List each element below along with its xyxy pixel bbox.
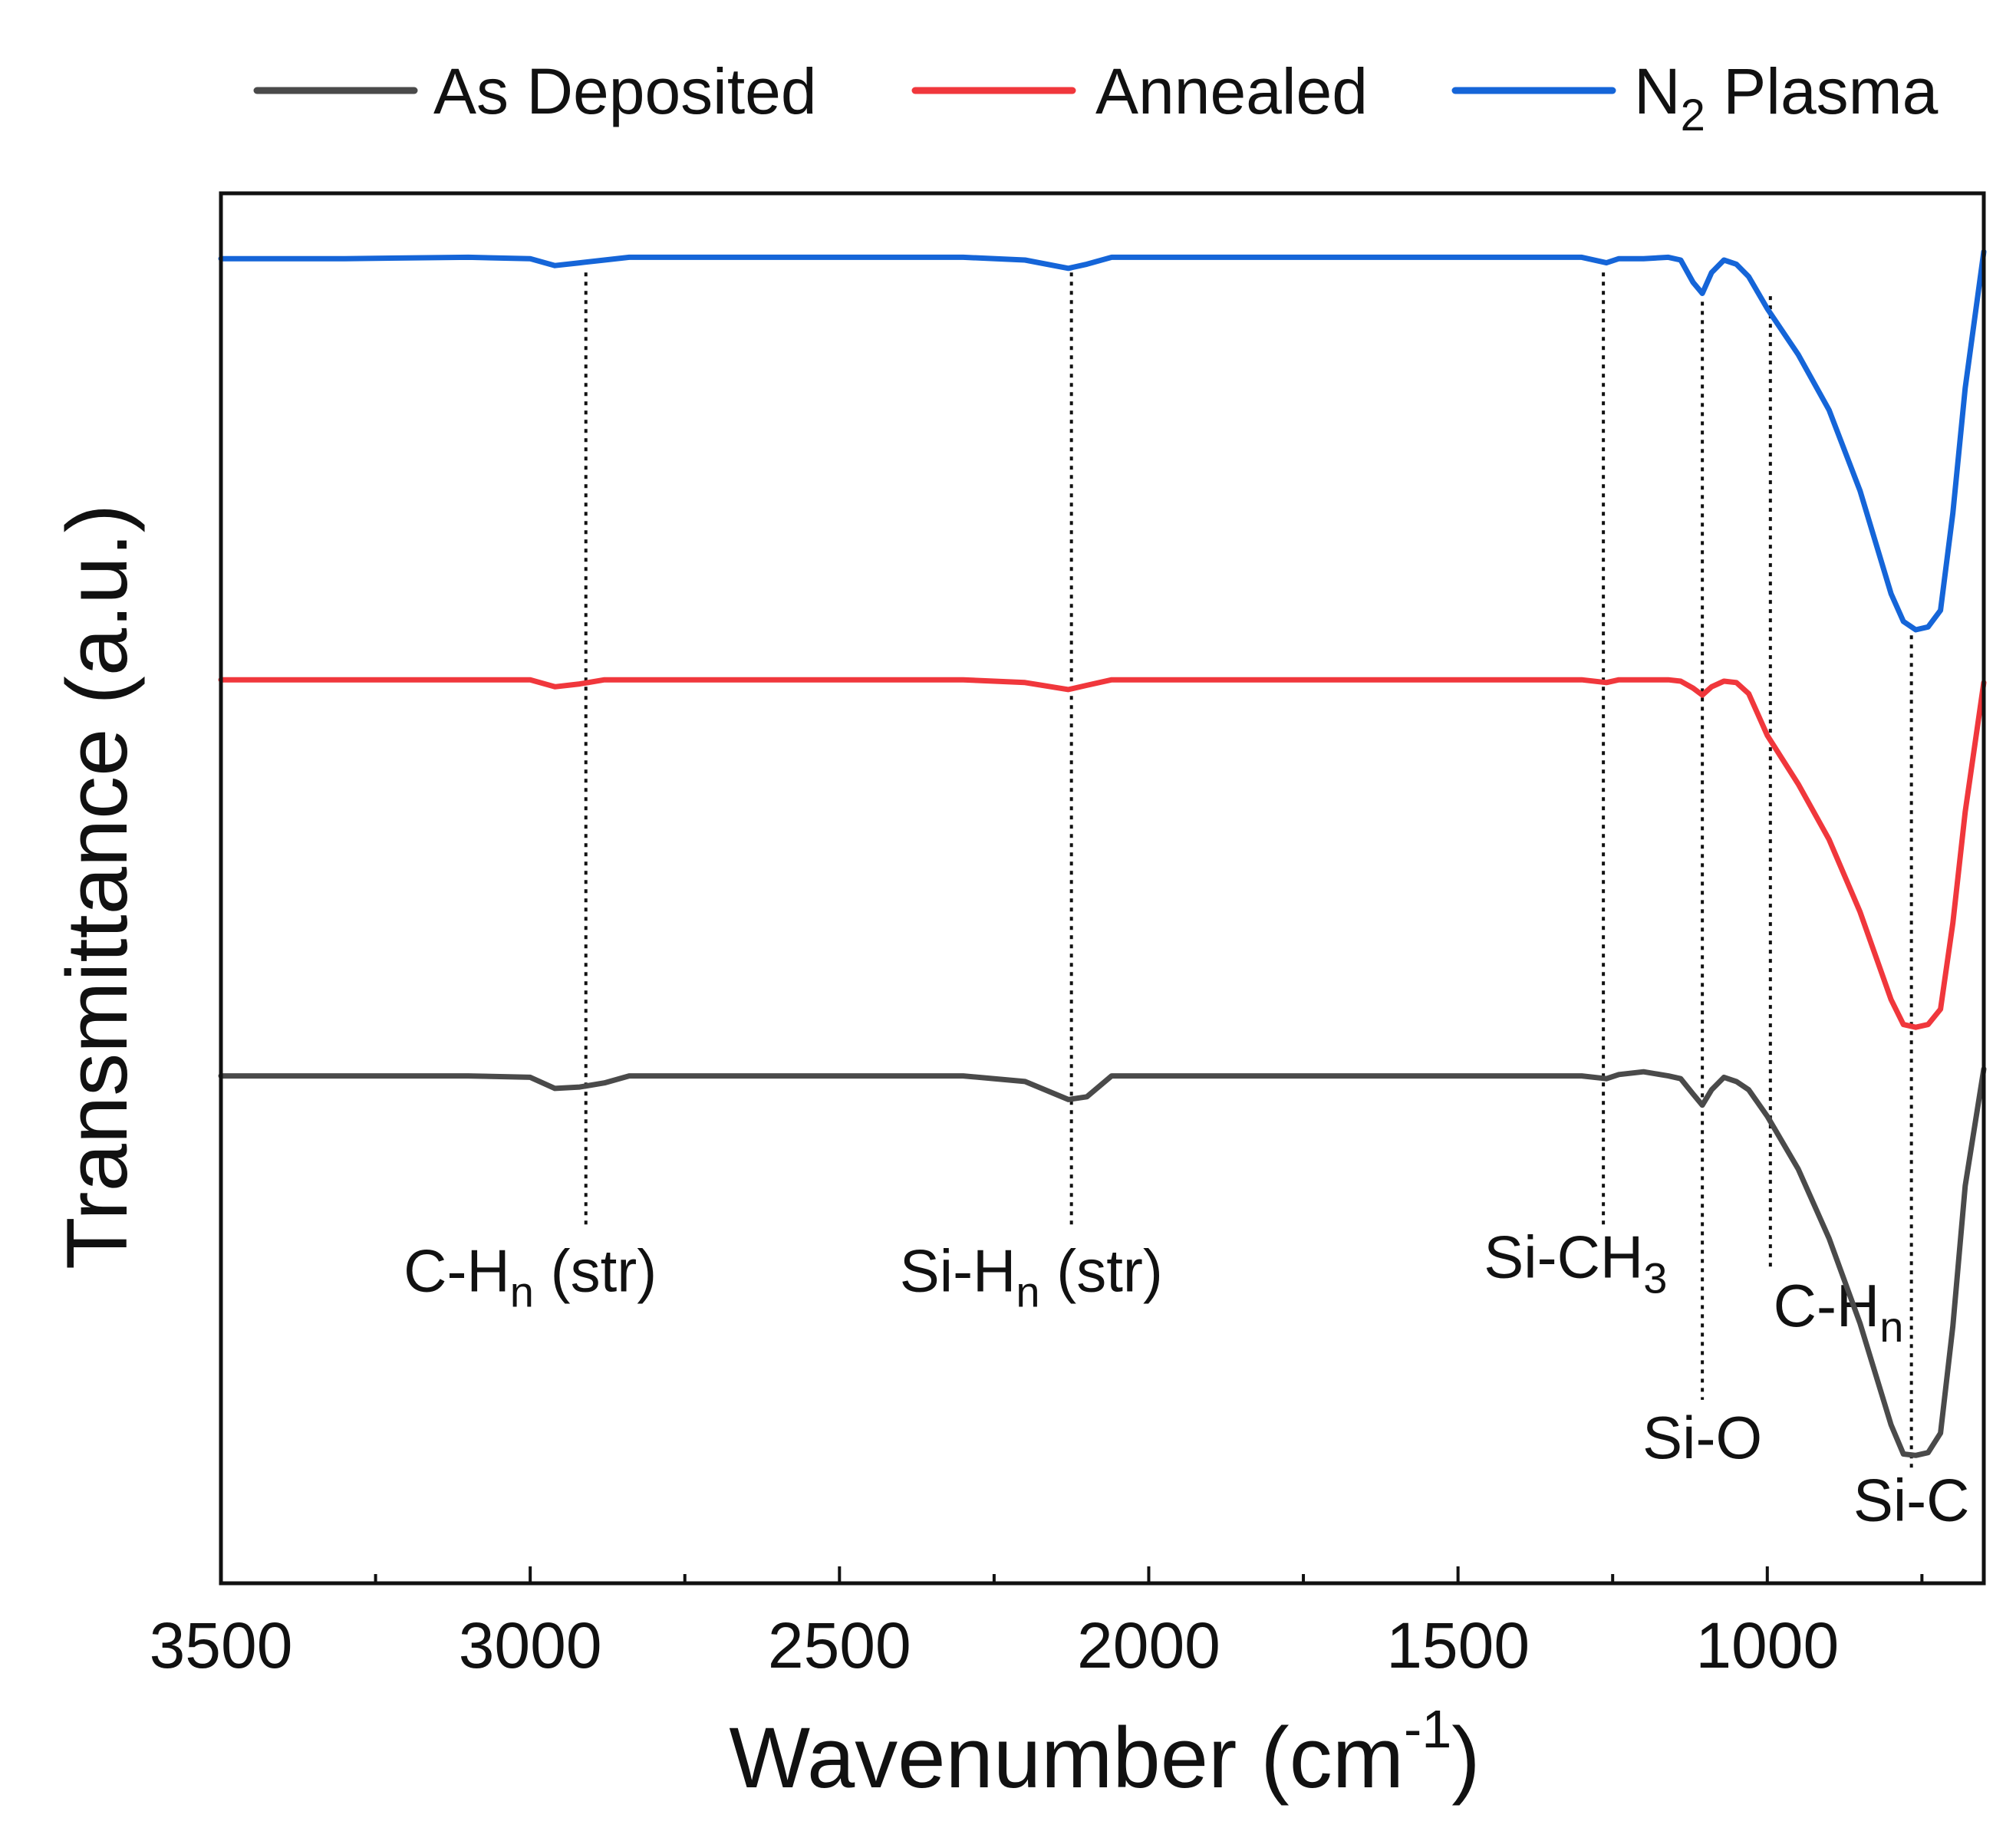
legend: As Deposited Annealed N2 Plasma	[253, 55, 1939, 140]
x-axis-title: Wavenumber (cm-1)	[729, 1699, 1480, 1806]
legend-label-2: N2 Plasma	[1634, 55, 1939, 140]
series-lines	[218, 249, 1987, 1458]
x-tick-label: 2500	[768, 1609, 911, 1681]
y-axis-title: Transmittance (a.u.)	[49, 504, 145, 1270]
series-line-2	[218, 249, 1987, 633]
annotation-label-2: Si-CH3	[1484, 1223, 1667, 1302]
series-line-1	[218, 677, 1987, 1030]
x-axis: 3500 3000 2500 2000 1500 1000	[150, 1566, 1924, 1681]
annotation-label-5: Si-C	[1853, 1466, 1970, 1533]
x-tick-label: 1500	[1386, 1609, 1530, 1681]
annotation-label-4: Si-O	[1642, 1404, 1762, 1471]
legend-label-1: Annealed	[1095, 55, 1368, 127]
annotation-label-1: Si-Hn (str)	[900, 1237, 1163, 1316]
annotation-label-3: C-Hn	[1774, 1272, 1904, 1351]
series-line-0	[218, 1066, 1987, 1458]
x-tick-label: 3000	[459, 1609, 602, 1681]
x-tick-label: 2000	[1077, 1609, 1220, 1681]
x-tick-label: 1000	[1695, 1609, 1839, 1681]
plot-frame	[219, 191, 1986, 1586]
x-tick-label: 3500	[150, 1609, 293, 1681]
legend-label-0: As Deposited	[433, 55, 817, 127]
annotation-label-0: C-Hn (str)	[404, 1237, 657, 1316]
